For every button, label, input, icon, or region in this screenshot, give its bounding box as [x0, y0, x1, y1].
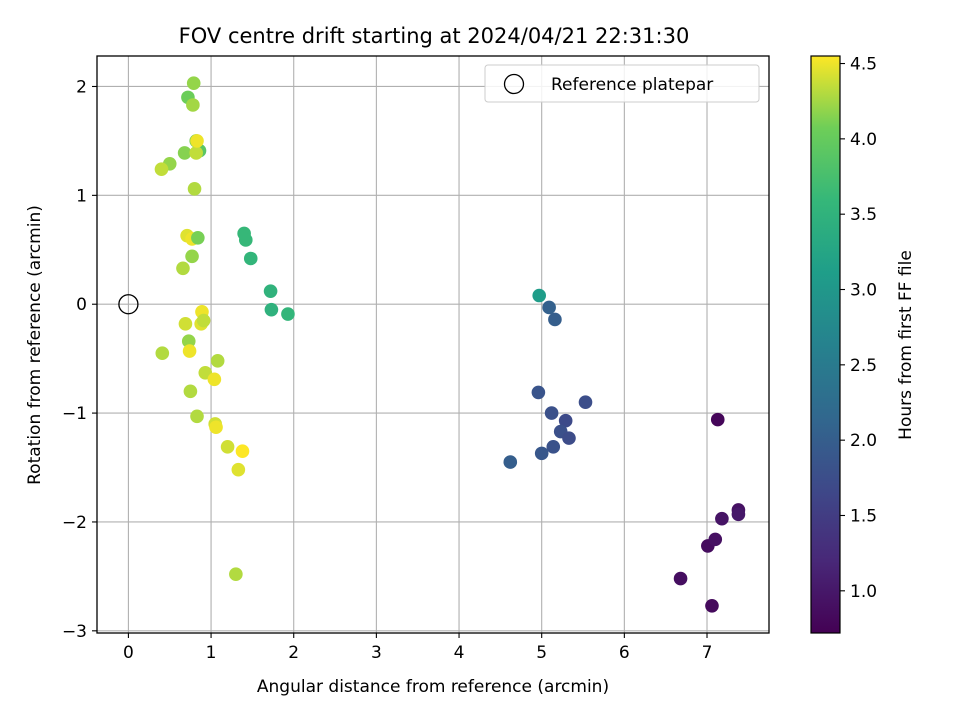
scatter-point: [578, 395, 593, 410]
scatter-point: [673, 571, 688, 586]
scatter-point: [190, 134, 204, 148]
y-tick-label: 1: [76, 186, 87, 206]
scatter-point: [238, 233, 253, 247]
scatter-point: [231, 462, 246, 477]
plot-frame: [96, 55, 770, 634]
scatter-point: [186, 76, 201, 91]
legend-box: [484, 64, 760, 103]
reference-platepar-marker: [118, 294, 139, 315]
colorbar-label: Hours from first FF file: [896, 250, 916, 440]
y-tick-label: −3: [62, 622, 87, 642]
x-axis-ticks: 0 1 2 3 4 5 6 7: [123, 633, 712, 663]
scatter-point: [176, 261, 190, 276]
x-tick-label: 1: [206, 643, 217, 663]
scatter-point: [532, 288, 547, 303]
y-tick-label: 0: [76, 295, 87, 315]
colorbar-frame: [810, 55, 841, 634]
scatter-point: [546, 440, 561, 454]
scatter-point: [542, 300, 556, 315]
y-axis-ticks: −3 −2 −1 0 1 2: [62, 77, 97, 642]
y-tick-label: −2: [62, 513, 87, 533]
x-tick-label: 3: [371, 643, 382, 663]
colorbar-gradient: [811, 56, 840, 633]
colorbar-tick-label: 1.5: [850, 506, 877, 526]
colorbar-tick-label: 3.0: [850, 281, 877, 301]
scatter-point: [210, 354, 225, 368]
scatter-point: [181, 334, 196, 349]
scatter-point: [186, 98, 200, 112]
scatter-point: [281, 307, 295, 321]
scatter-point: [220, 440, 235, 454]
colorbar-ticks: 1.0 1.5 2.0 2.5 3.0 3.5 4.0 4.5: [840, 55, 877, 602]
scatter-point: [715, 511, 729, 526]
scatter-point: [264, 302, 279, 317]
scatter-point: [191, 231, 205, 245]
data-points: [154, 76, 746, 613]
colorbar-tick-label: 3.5: [850, 205, 877, 225]
scatter-point: [235, 444, 250, 458]
scatter-point: [243, 251, 258, 266]
scatter-point: [185, 249, 199, 264]
scatter-point: [705, 598, 719, 613]
scatter-point: [196, 313, 211, 328]
scatter-point: [708, 532, 723, 547]
x-tick-label: 7: [702, 643, 713, 663]
legend: Reference platepar: [484, 64, 760, 103]
scatter-point: [544, 406, 559, 420]
x-tick-label: 2: [288, 643, 299, 663]
colorbar-tick-label: 1.0: [850, 582, 877, 602]
y-tick-label: −1: [62, 404, 87, 424]
y-tick-label: 2: [76, 77, 87, 97]
x-tick-label: 4: [454, 643, 465, 663]
colorbar-tick-label: 2.5: [850, 356, 877, 376]
scatter-point: [209, 420, 223, 435]
scatter-point: [531, 385, 546, 400]
reference-layer: [118, 294, 139, 315]
scatter-point: [155, 346, 170, 361]
chart-title: FOV centre drift starting at 2024/04/21 …: [179, 24, 690, 48]
x-tick-label: 5: [536, 643, 547, 663]
x-tick-label: 6: [619, 643, 630, 663]
scatter-point: [558, 413, 573, 428]
scatter-point: [154, 162, 169, 177]
colorbar: 1.0 1.5 2.0 2.5 3.0 3.5 4.0 4.5 Hours from firs…: [810, 55, 916, 634]
colorbar-tick-label: 2.0: [850, 431, 877, 451]
legend-label-reference: Reference platepar: [551, 75, 713, 95]
scatter-point: [182, 344, 197, 358]
scatter-point: [229, 567, 243, 582]
colorbar-tick-label: 4.5: [850, 55, 877, 75]
y-axis-title: Rotation from reference (arcmin): [25, 205, 45, 485]
x-tick-label: 0: [123, 643, 134, 663]
scatter-point: [534, 446, 549, 461]
x-axis-title: Angular distance from reference (arcmin): [257, 677, 609, 697]
legend-marker-reference: [503, 73, 525, 95]
scatter-point: [263, 284, 278, 298]
scatter-point: [189, 146, 203, 160]
scatter-point: [503, 455, 518, 469]
scatter-point: [187, 182, 202, 196]
scatter-point: [178, 317, 193, 331]
scatter-point: [562, 431, 576, 445]
scatter-point: [207, 372, 222, 387]
scatter-point: [190, 409, 204, 424]
scatter-point: [710, 412, 725, 427]
scatter-point: [177, 146, 192, 160]
scatter-point: [548, 312, 562, 327]
scatter-point: [731, 507, 746, 522]
scatter-point: [183, 384, 198, 399]
colorbar-tick-label: 4.0: [850, 130, 877, 150]
